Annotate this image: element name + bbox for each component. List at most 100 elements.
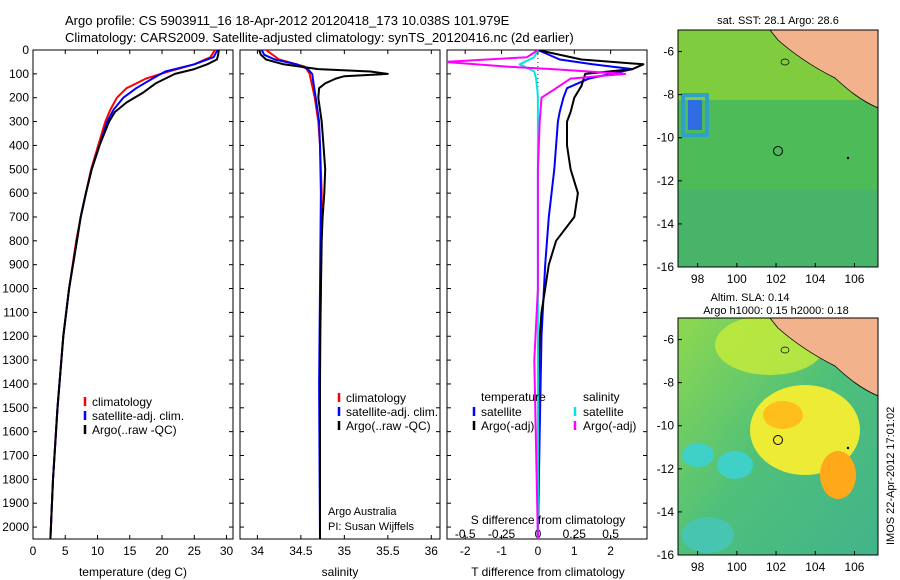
map-y-tick-label: -14 (657, 217, 675, 231)
depth-tick-label: 1000 (2, 282, 29, 296)
header-subtitle: Climatology: CARS2009. Satellite-adjuste… (65, 30, 574, 45)
x-tick-label: 25 (188, 544, 202, 558)
header-title: Argo profile: CS 5903911_16 18-Apr-2012 … (65, 13, 510, 28)
small-island-icon (846, 446, 850, 450)
legend-label-climatology: climatology (92, 395, 152, 409)
depth-tick-label: 1500 (2, 401, 29, 415)
map-x-tick-label: 98 (691, 560, 705, 574)
s-diff-tick-label: -0.25 (488, 527, 516, 541)
depth-tick-label: 1400 (2, 377, 29, 391)
difference-series (447, 50, 645, 539)
salinity-series (258, 50, 389, 539)
map-y-tick-label: -6 (663, 333, 674, 347)
depth-tick-label: 0 (22, 43, 29, 57)
sla-orange-zone-2 (820, 451, 856, 499)
sla-map-axes: 98 100 102 104 106 -6 -8 -10 -12 -14 -16 (657, 333, 865, 574)
depth-tick-label: 1900 (2, 496, 29, 510)
x-tick-label: 0 (535, 544, 542, 558)
map-x-tick-label: 104 (805, 560, 825, 574)
depth-tick-label: 500 (9, 162, 29, 176)
sst-cold-halo (681, 93, 709, 137)
legend-label-satellite: satellite-adj. clim. (92, 409, 184, 423)
difference-legend: temperature salinity satellite Argo(-adj… (472, 390, 636, 433)
x-tick-label: 0 (30, 544, 37, 558)
temperature-panel: 0100200300400500600700800900100011001200… (2, 43, 233, 579)
sst-map-title: sat. SST: 28.1 Argo: 28.6 (717, 15, 839, 27)
series-line-argo-raw-qc- (49, 50, 220, 539)
map-x-tick-label: 102 (766, 272, 786, 286)
sst-cold-patch (688, 100, 702, 130)
map-y-tick-label: -6 (663, 45, 674, 59)
float-location-marker (773, 146, 783, 156)
depth-tick-label: 200 (9, 91, 29, 105)
legend-label-climatology: climatology (346, 391, 406, 405)
map-y-tick-label: -8 (663, 376, 674, 390)
credit-pi: PI: Susan Wijffels (328, 521, 414, 533)
island-icon (780, 346, 790, 354)
sla-cyan-zone-2 (682, 443, 714, 467)
salinity-y-ticks (240, 49, 440, 528)
x-tick-label: 36 (425, 544, 439, 558)
legend-label-s-satellite: satellite (583, 405, 624, 419)
temperature-xlabel: temperature (deg C) (79, 565, 187, 579)
map-y-tick-label: -16 (657, 260, 675, 274)
x-tick-label: 10 (91, 544, 105, 558)
legend-label-argo: Argo(..raw -QC) (92, 423, 177, 437)
depth-tick-label: 1200 (2, 329, 29, 343)
map-y-tick-label: -10 (657, 419, 675, 433)
series-line-argo-adj- (536, 50, 645, 539)
island-icon (780, 58, 790, 66)
small-island-icon (846, 156, 850, 160)
depth-tick-label: 1100 (3, 305, 29, 319)
depth-tick-label: 600 (9, 186, 29, 200)
temperature-series (49, 50, 220, 539)
depth-tick-label: 700 (9, 210, 29, 224)
s-diff-tick-label: 0.25 (563, 527, 587, 541)
sla-map-panel: Altim. SLA: 0.14 Argo h1000: 0.15 h2000:… (657, 292, 879, 574)
sla-cyan-zone-1 (717, 451, 753, 479)
series-line-argo-raw-qc- (258, 50, 389, 539)
x-tick-label: 30 (220, 544, 234, 558)
series-line-argo-adj- (447, 50, 627, 539)
legend-label-t-satellite: satellite (481, 405, 522, 419)
sst-map-axes: 98 100 102 104 106 -6 -8 -10 -12 -14 -16 (657, 45, 865, 286)
map-x-tick-label: 106 (844, 560, 864, 574)
sst-map-panel: sat. SST: 28.1 Argo: 28.6 98 100 102 104 106… (657, 15, 879, 286)
footer-timestamp: IMOS 22-Apr-2012 17:01:02 (885, 407, 897, 545)
t-difference-xlabel: T difference from climatology (471, 565, 625, 579)
temperature-axes-box (32, 49, 234, 540)
land-sumatra (769, 30, 878, 109)
x-tick-label: 35.5 (376, 544, 400, 558)
x-tick-label: 20 (155, 544, 169, 558)
sla-map-title-1: Altim. SLA: 0.14 (711, 292, 790, 304)
float-location-marker (773, 435, 783, 445)
legend-header-temperature: temperature (481, 390, 546, 404)
sst-map-frame (677, 29, 879, 268)
map-y-tick-label: -12 (657, 174, 675, 188)
map-x-tick-label: 102 (766, 560, 786, 574)
salinity-x-axis: 34 34.5 35 35.5 36 (251, 50, 439, 558)
depth-tick-label: 400 (9, 138, 29, 152)
credit-argo-australia: Argo Australia (328, 506, 397, 518)
x-tick-label: 2 (607, 544, 614, 558)
depth-tick-label: 2000 (2, 520, 29, 534)
legend-label-s-argo: Argo(-adj) (583, 419, 636, 433)
depth-tick-label: 100 (9, 67, 29, 81)
difference-y-ticks (447, 49, 647, 528)
s-difference-xlabel: S difference from climatology (471, 513, 626, 527)
temperature-legend: climatology satellite-adj. clim. Argo(..… (83, 395, 184, 437)
sla-map-title-2: Argo h1000: 0.15 h2000: 0.18 (703, 305, 849, 317)
legend-header-salinity: salinity (583, 390, 620, 404)
salinity-panel: 34 34.5 35 35.5 36 salinity climatology sate… (239, 49, 441, 579)
salinity-xlabel: salinity (322, 565, 359, 579)
sst-cool-band (678, 190, 878, 267)
temperature-x-axis: 0 5 10 15 20 25 30 (30, 50, 234, 558)
map-y-tick-label: -16 (657, 548, 675, 562)
sla-map-frame (677, 317, 879, 556)
x-tick-label: 1 (571, 544, 578, 558)
legend-label-argo: Argo(..raw -QC) (346, 419, 431, 433)
map-y-tick-label: -14 (657, 505, 675, 519)
difference-panel: -2 -1 0 1 2 -0.5 -0.25 0 0.25 0.5 S difference f… (446, 49, 648, 579)
x-tick-label: 5 (62, 544, 69, 558)
